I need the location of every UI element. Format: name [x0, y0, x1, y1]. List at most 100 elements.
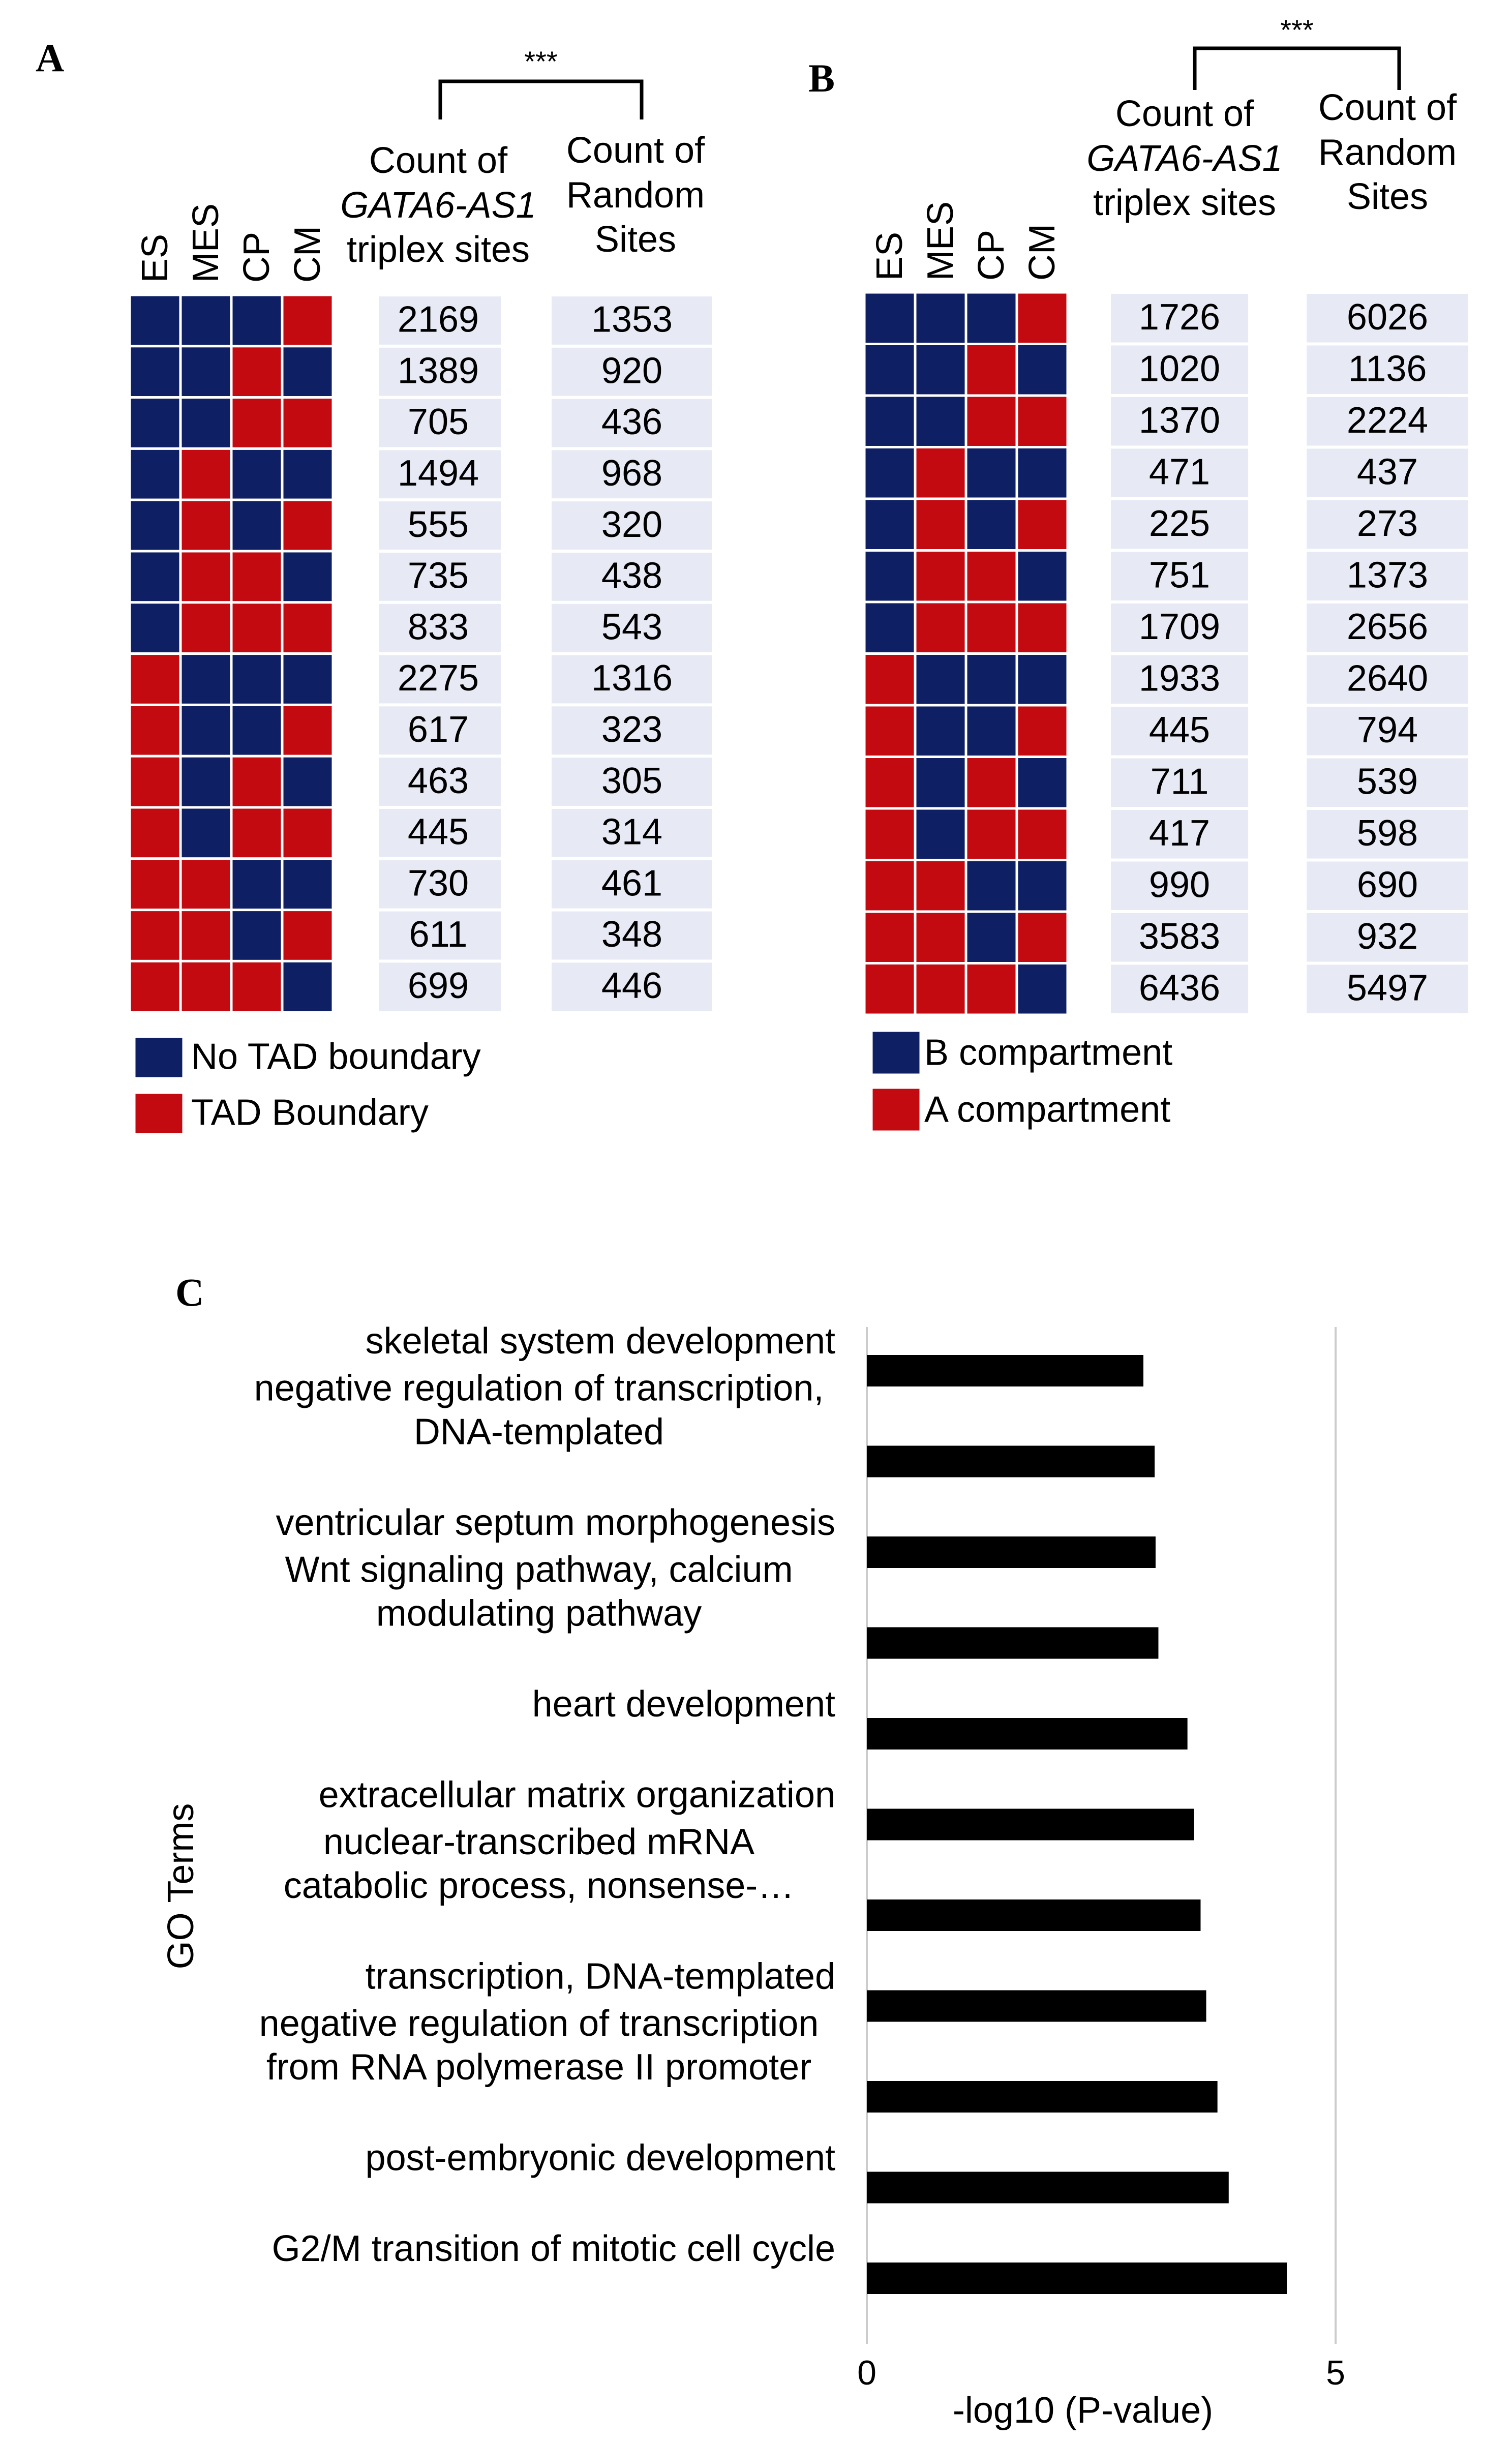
random-value: 932	[1357, 916, 1418, 957]
heatmap-cell	[128, 550, 182, 604]
random-cell	[1307, 397, 1468, 446]
random-header-line1: Count of	[1318, 87, 1457, 128]
bar	[867, 1899, 1201, 1931]
count-cell	[379, 501, 501, 550]
random-value: 438	[601, 556, 662, 596]
random-value: 5497	[1347, 968, 1428, 1009]
x-tick-label: 0	[857, 2354, 876, 2392]
heatmap-cell	[281, 293, 335, 348]
significance-bracket	[1193, 46, 1401, 90]
counts-header-line1: Count of	[369, 140, 508, 181]
random-cell	[1307, 861, 1468, 910]
heatmap-cell	[179, 345, 233, 399]
heatmap-cell	[964, 756, 1018, 810]
heatmap-cell	[281, 806, 335, 860]
count-cell	[1111, 345, 1248, 394]
random-value: 920	[601, 350, 662, 391]
column-label-mes: MES	[186, 203, 226, 283]
random-cell	[552, 758, 712, 806]
legend-label-yes: A compartment	[924, 1089, 1170, 1130]
random-value: 968	[601, 453, 662, 494]
heatmap-cell	[128, 601, 182, 655]
count-value: 2169	[398, 299, 479, 340]
significance-stars: ***	[524, 45, 557, 77]
heatmap-cell	[863, 756, 917, 810]
column-label-cp: CP	[236, 232, 277, 283]
random-value: 436	[601, 402, 662, 442]
heatmap-cell	[281, 909, 335, 962]
count-cell	[1111, 500, 1248, 549]
heatmap-cell	[230, 703, 284, 758]
heatmap-cell	[914, 807, 967, 861]
count-value: 1370	[1139, 400, 1220, 441]
heatmap-cell	[230, 601, 284, 655]
heatmap-cell	[964, 497, 1018, 552]
count-value: 471	[1149, 452, 1210, 493]
count-value: 711	[1151, 762, 1209, 802]
heatmap-cell	[863, 600, 917, 655]
heatmap-cell	[128, 498, 182, 553]
heatmap-cell	[863, 652, 917, 707]
random-value: 539	[1357, 762, 1418, 802]
heatmap-cell	[128, 857, 182, 912]
count-cell	[379, 296, 501, 345]
bar	[867, 2263, 1287, 2294]
heatmap-cell	[1015, 549, 1069, 604]
count-value: 3583	[1139, 916, 1220, 957]
count-value: 6436	[1139, 968, 1220, 1009]
count-cell	[379, 860, 501, 909]
category-label: from RNA polymerase II promoter	[266, 2047, 811, 2088]
column-label-mes: MES	[920, 201, 961, 281]
heatmap-cell	[281, 345, 335, 399]
random-value: 1136	[1348, 349, 1427, 389]
random-header-line2: Random	[1318, 132, 1457, 173]
count-cell	[1111, 397, 1248, 446]
count-cell	[379, 962, 501, 1011]
heatmap-cell	[964, 910, 1018, 964]
random-cell	[1307, 758, 1468, 807]
random-cell	[552, 962, 712, 1011]
count-cell	[1111, 655, 1248, 704]
panel-label-c: C	[175, 1270, 204, 1314]
heatmap-cell	[179, 652, 233, 706]
heatmap-cell	[128, 345, 182, 399]
legend-label-no: No TAD boundary	[191, 1036, 481, 1077]
heatmap-cell	[914, 652, 967, 707]
heatmap-cell	[281, 550, 335, 604]
bar	[867, 1536, 1156, 1568]
heatmap-cell	[1015, 704, 1069, 758]
heatmap-cell	[964, 446, 1018, 500]
count-value: 730	[408, 863, 469, 903]
random-cell	[1307, 345, 1468, 394]
random-cell	[552, 450, 712, 499]
heatmap-cell	[230, 293, 284, 348]
column-label-cp: CP	[971, 230, 1012, 281]
significance-bracket	[438, 79, 644, 119]
count-cell	[379, 347, 501, 396]
heatmap-cell	[230, 909, 284, 962]
random-cell	[552, 809, 712, 857]
heatmap-cell	[1015, 497, 1069, 552]
heatmap-cell	[964, 343, 1018, 397]
random-cell	[1307, 294, 1468, 343]
heatmap-cell	[914, 600, 967, 655]
column-label-es: ES	[869, 232, 910, 281]
count-value: 1020	[1139, 349, 1220, 389]
random-value: 1353	[591, 299, 673, 340]
heatmap-cell	[179, 293, 233, 348]
category-label: catabolic process, nonsense-…	[284, 1865, 795, 1906]
heatmap-cell	[281, 703, 335, 758]
heatmap-cell	[230, 396, 284, 450]
heatmap-cell	[1015, 652, 1069, 707]
count-value: 445	[408, 812, 469, 853]
heatmap-cell	[179, 755, 233, 809]
heatmap-cell	[179, 959, 233, 1014]
heatmap-cell	[964, 291, 1018, 345]
heatmap-cell	[863, 343, 917, 397]
heatmap-cell	[1015, 859, 1069, 913]
heatmap-cell	[128, 703, 182, 758]
heatmap-cell	[863, 859, 917, 913]
count-cell	[1111, 861, 1248, 910]
heatmap-cell	[230, 806, 284, 860]
count-value: 417	[1149, 813, 1210, 854]
